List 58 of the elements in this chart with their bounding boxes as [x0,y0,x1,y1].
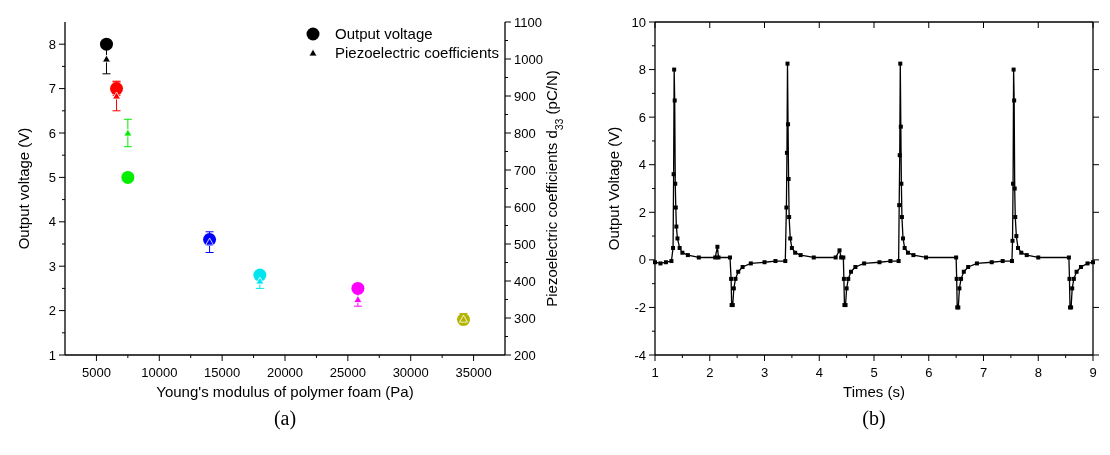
y-tick-label: 10 [631,14,646,30]
x-axis-title: Young's modulus of polymer foam (Pa) [156,383,414,400]
y-tick-label: 1 [48,347,56,363]
point [255,276,265,285]
y2-tick-label: 1100 [514,14,542,30]
text: (b) [862,407,886,430]
y-tick-label: 6 [638,109,646,125]
x-tick-label: 3 [760,365,769,380]
x-tick-label: 1 [651,365,659,380]
y2-tick-label: 700 [514,162,536,178]
y-tick-label: 8 [48,36,56,52]
x-tick-label: 4 [815,365,823,380]
text: (a) [273,407,297,430]
x-tick-label: 8 [1034,365,1042,380]
x-tick-label: 9 [1089,365,1097,380]
point [102,54,111,63]
point [99,37,113,51]
x-tick-label: 25000 [329,365,366,380]
x-tick-label: 30000 [392,365,429,380]
y-tick-label: -4 [634,347,646,363]
point [353,295,363,303]
x-tick-label: 10000 [141,365,178,380]
x-tick-label: 6 [925,365,933,380]
legend-label: Piezoelectric coefficients [335,44,499,62]
x-tick-label: 20000 [266,365,304,380]
y-tick-label: 2 [638,204,646,220]
point [121,170,135,184]
y-tick-label: 2 [48,303,56,319]
y-tick-label: 0 [638,252,646,268]
y2-tick-label: 200 [514,347,536,363]
point [123,128,133,137]
x-axis-title: Times (s) [843,383,905,400]
y-tick-label: 3 [48,258,56,274]
y-tick-label: 5 [48,169,56,185]
y-tick-label: 7 [48,81,56,97]
y2-tick-label: 1000 [514,51,543,67]
point [112,91,121,100]
y2-tick-label: 900 [514,88,536,104]
x-tick-label: 2 [706,365,714,380]
y-tick-label: -2 [634,299,646,315]
x-tick-label: 5000 [81,365,111,380]
y2-tick-label: 400 [514,273,536,289]
y-tick-label: 6 [48,125,56,141]
y-axis-title: Output Voltage (V) [605,126,622,251]
x-tick-label: 15000 [204,365,241,380]
y2-tick-label: 800 [514,125,536,141]
x-tick-label: 5 [870,365,878,380]
legend-label: Output voltage [335,25,433,43]
x-tick-label: 7 [979,365,988,380]
y2-tick-label: 300 [514,310,536,326]
y-axis-title: Output voltage (V) [15,127,32,250]
point [351,281,365,295]
y-tick-label: 8 [638,62,646,78]
y-tick-label: 4 [48,214,56,230]
y-tick-label: 4 [638,157,646,173]
y2-tick-label: 500 [514,236,536,252]
x-tick-label: 35000 [455,365,492,380]
y2-tick-label: 600 [514,199,536,215]
